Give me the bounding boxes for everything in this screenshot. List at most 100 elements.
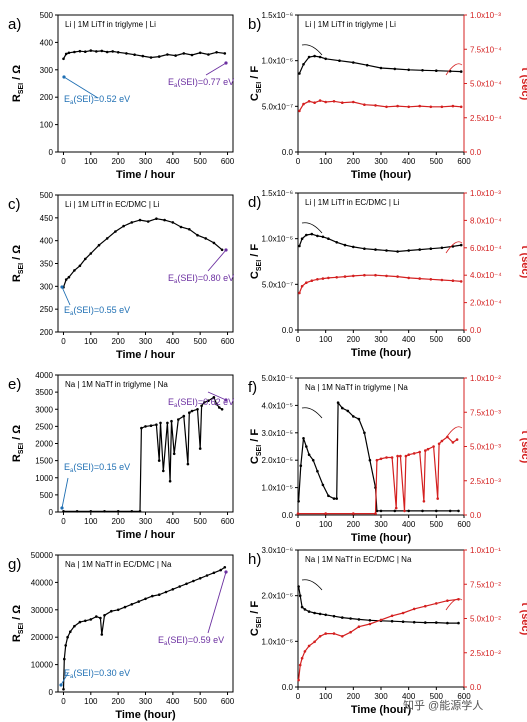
y-tick-label: 3.0x10⁻⁵ (261, 429, 293, 438)
ea-symbol: E (64, 462, 70, 472)
data-point (66, 635, 69, 639)
ea-arrow (60, 672, 69, 686)
data-point (332, 614, 336, 618)
y-tick-label: 3500 (35, 388, 53, 397)
y-axis-title-sub: SEI (18, 83, 25, 94)
y-axis-title: CSEI / F (249, 244, 263, 279)
series-right (298, 99, 463, 113)
plot-frame (297, 192, 465, 331)
panel-label: c) (8, 196, 21, 213)
data-point (111, 50, 114, 53)
data-point (130, 603, 134, 606)
ea-value: (SEI)=0.55 eV (73, 305, 130, 315)
x-tick-label: 200 (347, 335, 361, 344)
data-point (432, 445, 435, 448)
data-point (207, 53, 210, 56)
data-point (393, 509, 397, 513)
x-tick-label: 200 (111, 337, 125, 346)
ea-arrowhead (59, 683, 63, 687)
data-point (297, 585, 300, 588)
data-point (429, 105, 433, 109)
data-point (303, 650, 307, 653)
data-point (375, 509, 379, 513)
y-tick-label: 5.0x10⁻⁷ (262, 102, 293, 111)
x-tick-label: 600 (457, 520, 471, 529)
data-point (298, 594, 302, 597)
x-tick-label: 0 (61, 337, 66, 346)
data-point (64, 278, 68, 281)
data-point (451, 104, 455, 108)
data-point (404, 454, 408, 458)
ea-arrow (61, 286, 71, 306)
y-tick-label: 3000 (35, 405, 53, 414)
data-point (418, 277, 422, 280)
data-point (374, 512, 377, 515)
data-point (390, 619, 394, 623)
arrow-to-left-axis (301, 407, 323, 419)
arrow-to-right-axis (445, 426, 463, 439)
data-point (116, 510, 120, 513)
y2-tick-label: 7.5x10⁻⁴ (470, 45, 502, 54)
data-point (123, 605, 127, 609)
x-tick-label: 100 (84, 697, 98, 706)
inner-title: Na | 1M NaTf in EC/DMC | Na (305, 555, 412, 564)
y-tick-label: 4000 (35, 371, 53, 380)
y-axis-title: RSEI / Ω (11, 425, 25, 462)
data-point (138, 218, 142, 222)
data-point (166, 421, 169, 425)
x-axis-title: Time (hour) (351, 169, 412, 181)
series-line (298, 586, 459, 624)
data-point (446, 599, 449, 602)
x-tick-label: 200 (347, 692, 361, 701)
series-left (298, 54, 463, 75)
y-tick-label: 0.0 (282, 511, 294, 520)
y-tick-label: 0.0 (282, 326, 294, 335)
series-left (62, 566, 227, 691)
y2-tick-label: 4.0x10⁻⁴ (470, 271, 502, 280)
y2-tick-label: 7.5x10⁻³ (470, 408, 501, 417)
data-point (182, 52, 186, 55)
data-point (198, 51, 202, 55)
data-point (327, 494, 330, 498)
series-line (298, 99, 462, 112)
data-point (352, 274, 355, 278)
x-tick-label: 600 (221, 157, 235, 166)
data-point (307, 55, 311, 59)
data-point (130, 221, 134, 224)
panel-c: c) Li | 1M LiTf in EC/DMC | Li 0 100 200 300 4… (8, 191, 235, 361)
series-left (62, 396, 224, 513)
data-point (100, 633, 104, 636)
data-point (157, 593, 161, 596)
data-point (310, 279, 314, 283)
data-point (385, 105, 388, 109)
y-axis-title: CSEI / F (249, 601, 263, 636)
data-point (297, 678, 300, 682)
data-point (390, 456, 394, 459)
data-point (190, 409, 194, 413)
data-point (300, 656, 304, 660)
data-point (73, 624, 76, 628)
y-axis-title-sub: SEI (256, 82, 263, 93)
data-point (144, 597, 147, 601)
data-point (174, 54, 177, 57)
data-point (311, 458, 315, 462)
y-tick-label: 1.0x10⁻⁶ (261, 57, 293, 66)
x-tick-label: 500 (194, 157, 208, 166)
data-point (166, 53, 169, 56)
ea-annotation: Ea(SEI)=0.77 eV (168, 77, 234, 89)
x-tick-label: 300 (374, 520, 388, 529)
ea-annotation: Ea(SEI)=0.30 eV (64, 668, 130, 680)
panel-label: b) (248, 16, 261, 33)
data-point (89, 618, 93, 621)
data-point (307, 610, 311, 613)
y-tick-label: 40000 (31, 578, 54, 587)
data-point (67, 275, 71, 279)
y-tick-label: 500 (40, 191, 54, 200)
series-left (297, 585, 460, 625)
data-point (426, 447, 430, 451)
y-axis-title-main: C (249, 93, 261, 101)
data-point (75, 510, 79, 513)
data-point (412, 620, 416, 624)
x-tick-label: 500 (430, 157, 444, 166)
data-point (352, 512, 355, 515)
